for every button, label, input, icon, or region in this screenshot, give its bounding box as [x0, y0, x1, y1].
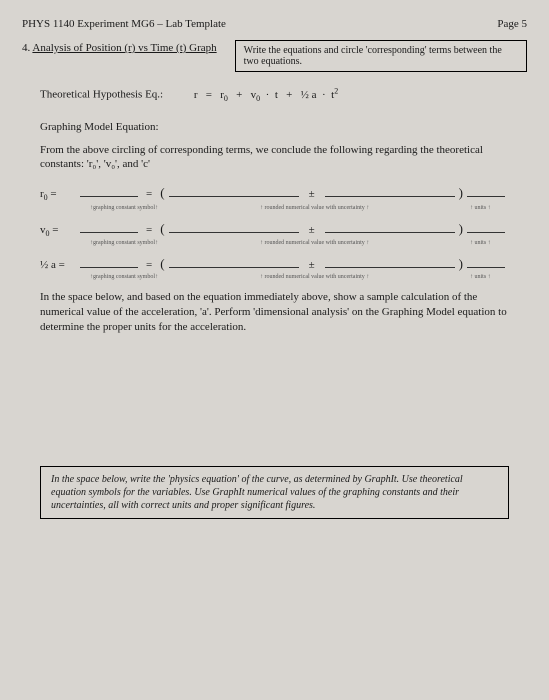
- header: PHYS 1140 Experiment MG6 – Lab Template …: [22, 18, 527, 30]
- hypothesis-equation: Theoretical Hypothesis Eq.: r = r0 + v0 …: [40, 86, 527, 103]
- section-number: 4. Analysis of Position (r) vs Time (t) …: [22, 40, 217, 72]
- blank-units[interactable]: [467, 186, 505, 197]
- conclusion-text: From the above circling of corresponding…: [40, 143, 509, 172]
- fill-row-r0: r0 = = ( ± ): [40, 185, 509, 202]
- blank-constant[interactable]: [80, 222, 138, 233]
- blank-value[interactable]: [169, 257, 299, 268]
- blank-units[interactable]: [467, 257, 505, 268]
- hint-row: ↑graphing constant symbol↑ ↑ rounded num…: [40, 274, 509, 280]
- fill-row-v0: v0 = = ( ± ): [40, 221, 509, 238]
- page-number: Page 5: [497, 18, 527, 30]
- blank-constant[interactable]: [80, 186, 138, 197]
- blank-uncert[interactable]: [325, 257, 455, 268]
- row-symbol: ½ a =: [40, 259, 76, 271]
- section-header: 4. Analysis of Position (r) vs Time (t) …: [22, 40, 527, 72]
- blank-units[interactable]: [467, 222, 505, 233]
- course-title: PHYS 1140 Experiment MG6 – Lab Template: [22, 18, 226, 30]
- blank-uncert[interactable]: [325, 222, 455, 233]
- hint-row: ↑graphing constant symbol↑ ↑ rounded num…: [40, 240, 509, 246]
- hint-row: ↑graphing constant symbol↑ ↑ rounded num…: [40, 205, 509, 211]
- row-symbol: v0 =: [40, 224, 76, 238]
- blank-value[interactable]: [169, 222, 299, 233]
- blank-uncert[interactable]: [325, 186, 455, 197]
- hypothesis-label: Theoretical Hypothesis Eq.:: [40, 89, 163, 101]
- row-symbol: r0 =: [40, 188, 76, 202]
- blank-value[interactable]: [169, 186, 299, 197]
- equation-terms: r = r0 + v0 · t + ½ a · t2: [194, 89, 338, 101]
- instruction-box: Write the equations and circle 'correspo…: [235, 40, 527, 72]
- bottom-instruction-box: In the space below, write the 'physics e…: [40, 466, 509, 519]
- workspace-area: [22, 342, 527, 452]
- blank-constant[interactable]: [80, 257, 138, 268]
- graphing-label: Graphing Model Equation:: [40, 121, 527, 133]
- instruction-paragraph: In the space below, and based on the equ…: [40, 290, 509, 335]
- fill-row-halfa: ½ a = = ( ± ): [40, 256, 509, 272]
- section-title: Analysis of Position (r) vs Time (t) Gra…: [32, 42, 216, 54]
